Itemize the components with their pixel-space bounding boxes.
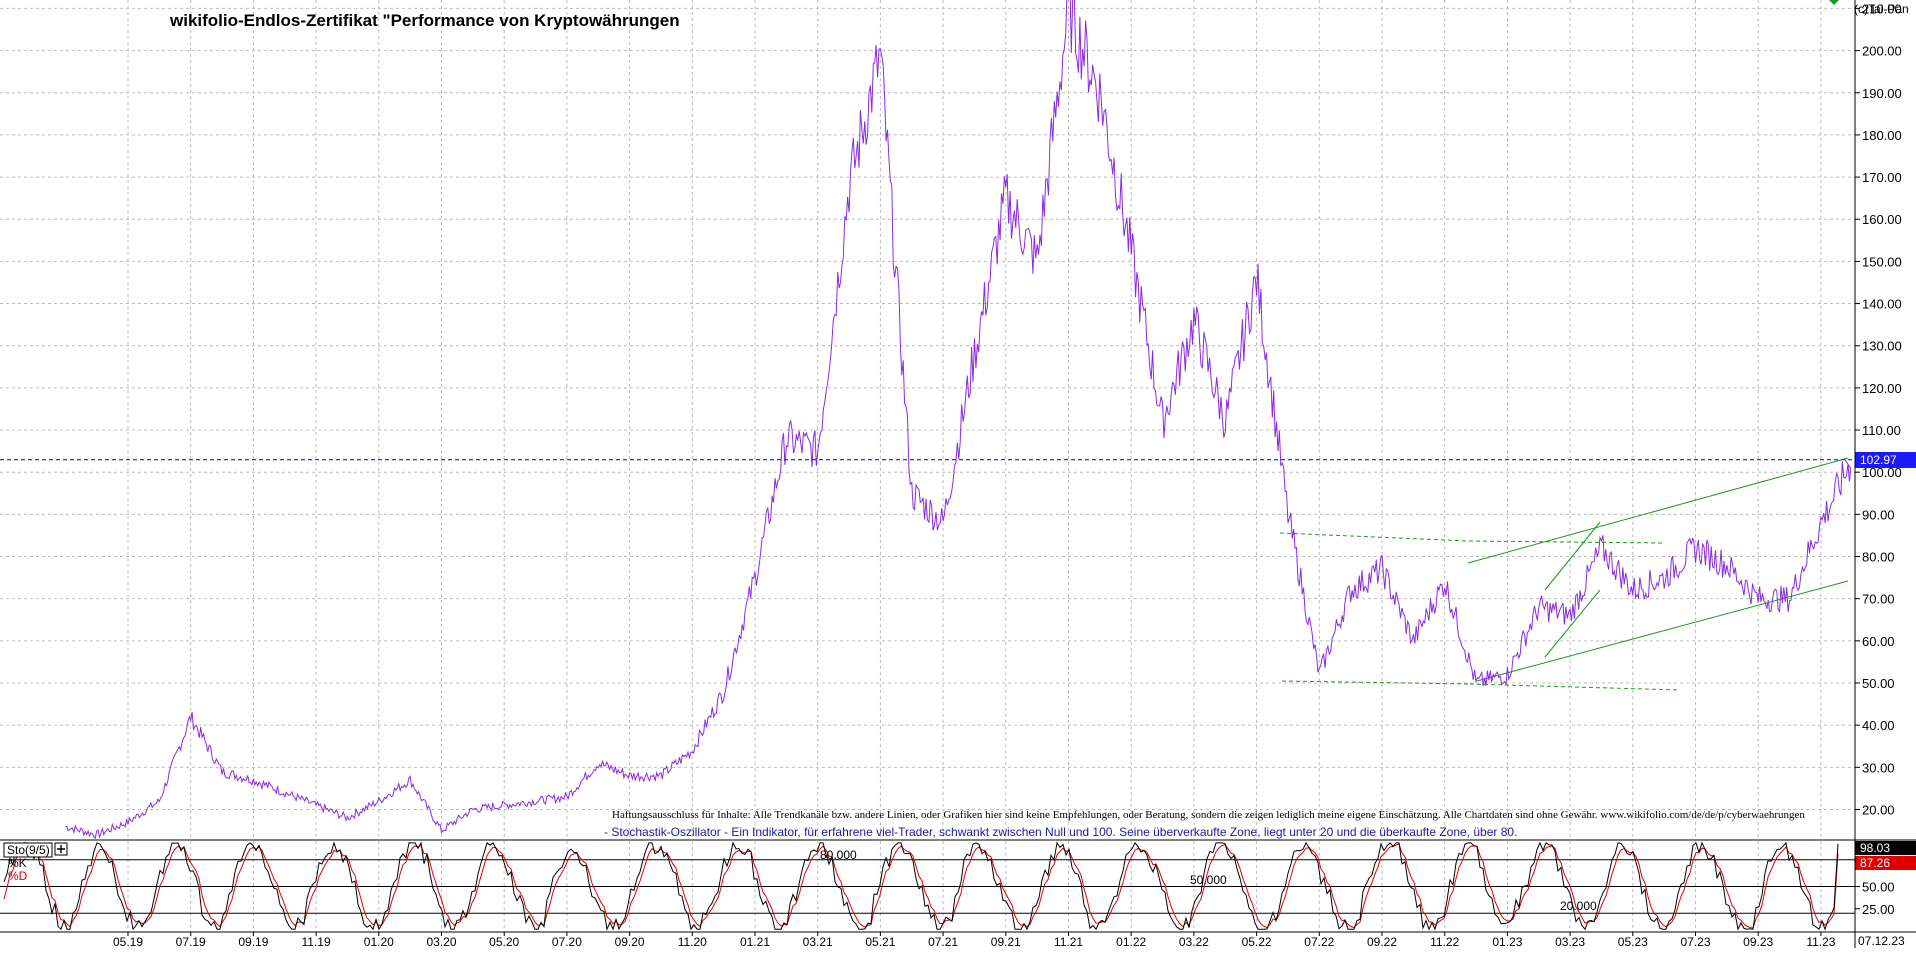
indicator-description: - Stochastik-Oszillator - Ein Indikator,… (604, 825, 1517, 839)
x-tick-label: 11.21 (1054, 935, 1083, 948)
plus-icon (57, 845, 65, 853)
y-tick-label: 30.00 (1862, 760, 1895, 775)
x-last-label: 07.12.23 (1858, 934, 1905, 948)
x-tick-label: 07.20 (552, 935, 582, 948)
y-tick-label: 70.00 (1862, 592, 1895, 607)
x-tick-label: 07.21 (928, 935, 958, 948)
trend-dashed-lower (1281, 680, 1471, 685)
trend-dashed-lower-2 (1469, 683, 1681, 691)
copyright-label: (c)Tai-Pan (1854, 2, 1909, 16)
x-tick-label: 05.20 (489, 935, 519, 948)
y-tick-label: 200.00 (1862, 44, 1902, 59)
x-tick-label: 05.22 (1242, 935, 1272, 948)
y-axis-main: 20.00 30.00 40.00 50.00 60.00 70.00 80.00 90.00… (1855, 1, 1902, 817)
x-tick-label: 07.19 (176, 935, 206, 948)
x-tick-label: 03.23 (1555, 935, 1585, 948)
x-tick-label: 03.21 (803, 935, 833, 948)
x-tick-label: 11.20 (678, 935, 707, 948)
last-price-value: 102.97 (1860, 453, 1897, 467)
y-tick-label: 100.00 (1862, 465, 1902, 480)
y-tick-label: 160.00 (1862, 212, 1902, 227)
trend-steep-lower (1544, 589, 1601, 658)
x-tick-label: 05.23 (1618, 935, 1648, 948)
x-tick-label: 09.23 (1743, 935, 1773, 948)
d-value: 87.26 (1860, 856, 1890, 870)
main-grid (0, 0, 1855, 839)
x-tick-label: 01.20 (364, 935, 394, 948)
x-tick-label: 05.19 (113, 935, 143, 948)
y-tick-label: 40.00 (1862, 718, 1895, 733)
x-tick-label: 09.22 (1367, 935, 1397, 948)
stochastic-d-line (3, 843, 1839, 929)
k-value-badge (1855, 841, 1916, 855)
x-tick-label: 11.22 (1430, 935, 1459, 948)
stochastic-label-box[interactable] (3, 842, 53, 858)
x-tick-label: 01.21 (740, 935, 770, 948)
d-value-badge (1855, 856, 1916, 870)
y-tick-label: 25.00 (1862, 902, 1895, 917)
y-tick-label: 180.00 (1862, 128, 1902, 143)
x-tick-label: 11.23 (1806, 935, 1835, 948)
x-tick-label: 03.22 (1179, 935, 1209, 948)
y-tick-label: 120.00 (1862, 381, 1902, 396)
x-tick-label: 07.22 (1304, 935, 1334, 948)
price-series-line (65, 0, 1852, 840)
y-tick-label: 80.00 (1862, 550, 1895, 565)
y-tick-label: 190.00 (1862, 86, 1902, 101)
k-legend: %K (8, 856, 27, 870)
x-axis: 05.19 07.19 09.19 11.19 01.20 03.20 05.20 07.20… (113, 932, 1836, 949)
stochastic-label: Sto(9/5) (7, 843, 50, 857)
level-80-label: 80.000 (820, 848, 857, 862)
trend-upper (1467, 457, 1849, 564)
main-panel (0, 0, 1855, 839)
chart-title: wikifolio-Endlos-Zertifikat "Performance… (169, 11, 680, 30)
x-tick-label: 07.23 (1680, 935, 1710, 948)
y-tick-label: 60.00 (1862, 634, 1895, 649)
level-50-label: 50.000 (1190, 873, 1227, 887)
marker-triangle-icon (1829, 0, 1839, 5)
x-tick-label: 01.23 (1492, 935, 1522, 948)
level-20-label: 20.000 (1560, 899, 1597, 913)
y-tick-label: 50.00 (1862, 880, 1895, 895)
y-tick-label: 90.00 (1862, 507, 1895, 522)
y-tick-label: 140.00 (1862, 297, 1902, 312)
x-tick-label: 09.20 (615, 935, 645, 948)
stochastic-k-line (3, 841, 1839, 931)
x-tick-label: 03.20 (426, 935, 456, 948)
y-tick-label: 150.00 (1862, 254, 1902, 269)
y-tick-label: 170.00 (1862, 170, 1902, 185)
x-tick-label: 09.19 (238, 935, 268, 948)
k-value: 98.03 (1860, 841, 1890, 855)
disclaimer-text: Haftungsausschluss für Inhalte: Alle Tre… (612, 809, 1805, 821)
x-tick-label: 11.19 (302, 935, 331, 948)
stochastic-grid (0, 841, 1855, 932)
trend-dashed-upper (1279, 532, 1470, 542)
y-tick-label: 20.00 (1862, 802, 1895, 817)
last-price-badge (1855, 452, 1916, 468)
trend-dashed-upper-2 (1468, 540, 1664, 544)
y-tick-label: 110.00 (1862, 423, 1901, 438)
x-tick-label: 05.21 (865, 935, 895, 948)
y-tick-label: 130.00 (1862, 339, 1902, 354)
x-tick-label: 09.21 (991, 935, 1021, 948)
trend-steep-upper (1544, 521, 1601, 591)
y-tick-label: 50.00 (1862, 676, 1895, 691)
y-tick-label: 210.00 (1862, 1, 1902, 16)
d-legend: %D (8, 869, 28, 883)
x-tick-label: 01.22 (1116, 935, 1146, 948)
